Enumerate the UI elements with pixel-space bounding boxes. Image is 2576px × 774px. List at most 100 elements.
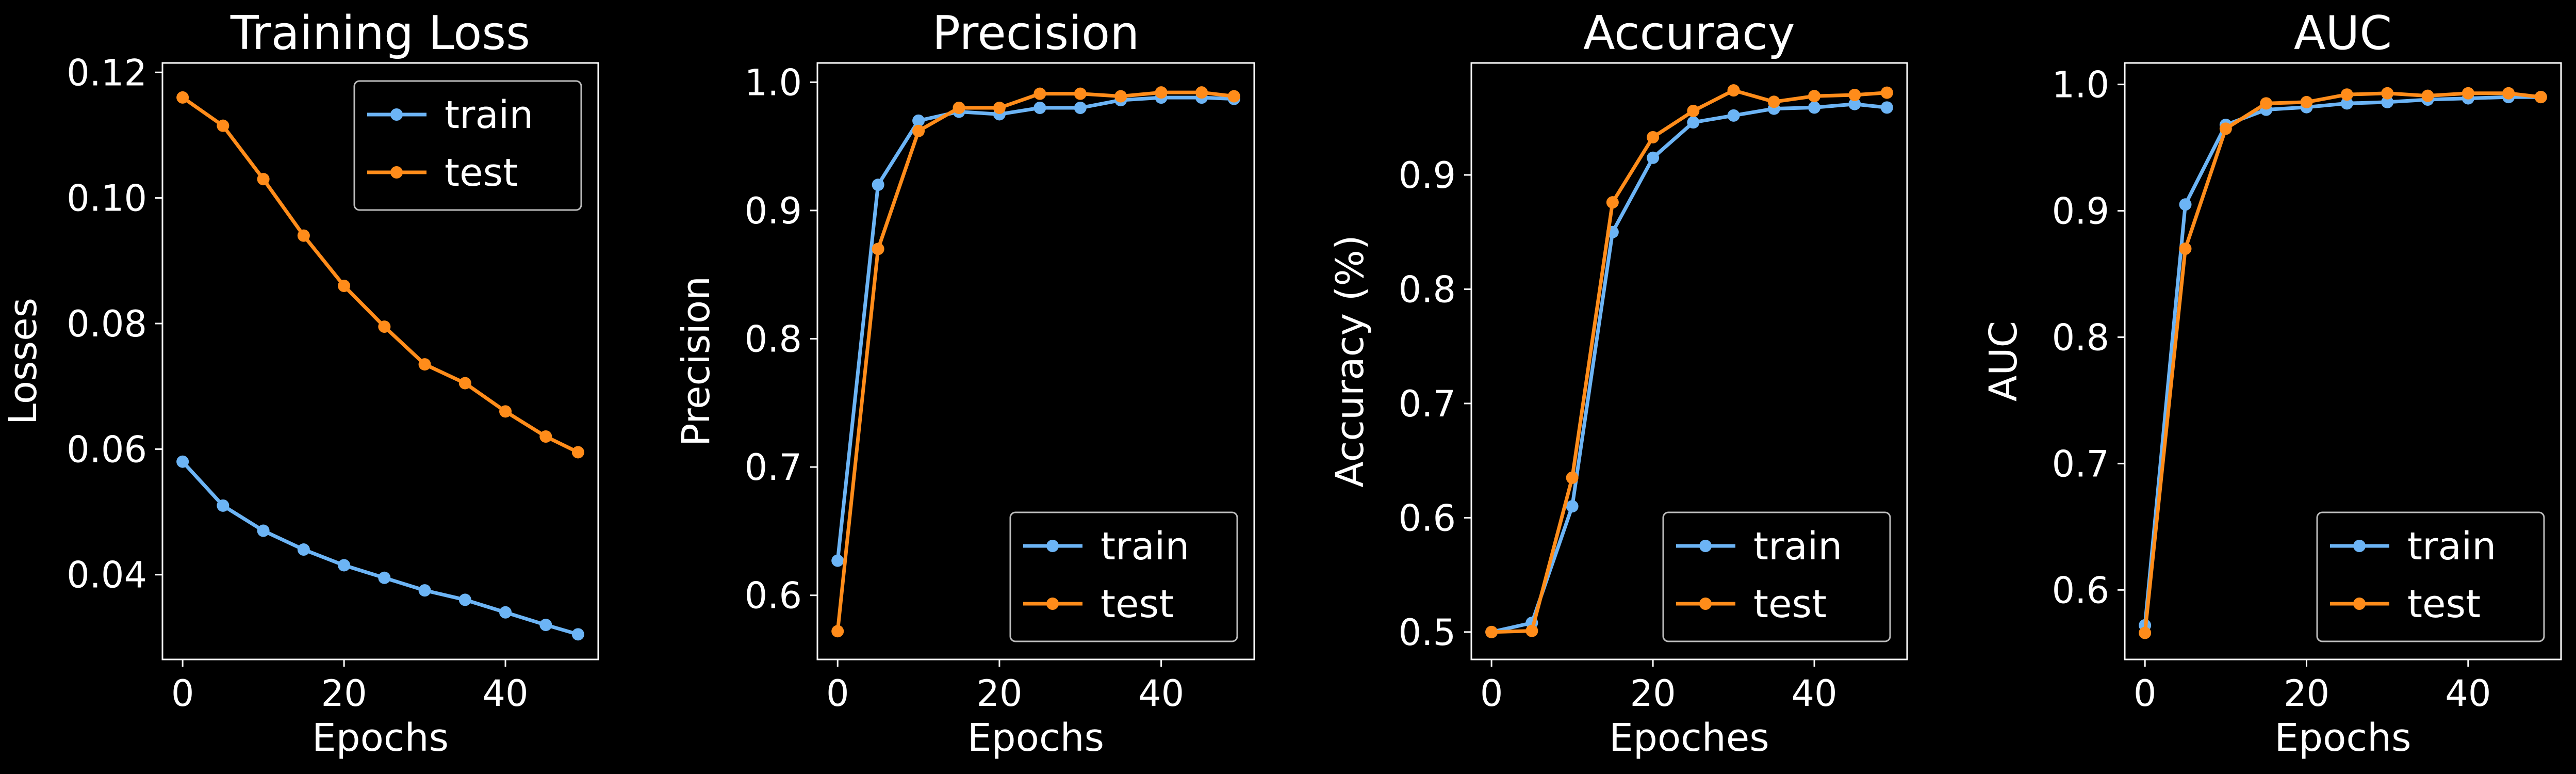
x-axis-label: Epochs [967, 716, 1104, 760]
legend-swatch-marker-test [1699, 598, 1712, 610]
legend-swatch-marker-test [1046, 598, 1059, 610]
data-point-test [1727, 84, 1740, 97]
data-point-train [2340, 97, 2353, 110]
x-tick-label: 0 [2134, 672, 2157, 715]
y-tick-label: 1.0 [2052, 64, 2109, 106]
data-point-test [1767, 95, 1780, 108]
y-tick-label: 0.6 [2052, 569, 2109, 611]
x-tick-label: 40 [483, 672, 529, 715]
legend-entry-test: test [1753, 582, 1827, 626]
data-point-train [539, 619, 552, 632]
data-point-test [1525, 624, 1538, 637]
legend-entry-train: train [1753, 524, 1842, 569]
legend-entry-train: train [445, 93, 533, 137]
data-point-test [2179, 243, 2192, 255]
x-tick-label: 20 [321, 672, 367, 715]
x-tick-label: 20 [1630, 672, 1676, 715]
series-test [176, 91, 584, 459]
legend-swatch-marker-train [390, 108, 403, 121]
x-tick-label: 40 [2445, 672, 2491, 715]
data-point-train [571, 628, 584, 641]
x-tick-label: 20 [976, 672, 1022, 715]
legend: train test [2316, 511, 2545, 642]
y-axis-label: Losses [1, 298, 45, 425]
plot-area-frame [2124, 62, 2562, 660]
x-tick-label: 40 [1138, 672, 1184, 715]
y-tick-label: 0.7 [745, 446, 802, 489]
legend-swatch-marker-test [2353, 598, 2366, 610]
data-point-test [1808, 90, 1821, 103]
y-tick-label: 0.06 [67, 428, 147, 471]
data-point-train [1687, 116, 1700, 129]
chart-panel-1: Training Loss 0 20 40 0.04 0.06 0.08 0.10 0.12 Ep… [1, 6, 599, 760]
data-point-test [539, 430, 552, 443]
x-tick-label: 0 [171, 672, 194, 715]
legend-entry-test: test [445, 151, 518, 195]
data-point-test [1155, 86, 1168, 99]
data-point-train [257, 524, 270, 537]
y-tick-label: 0.08 [67, 303, 147, 345]
data-point-train [1880, 101, 1893, 114]
y-tick-label: 0.6 [745, 575, 802, 617]
data-point-test [217, 119, 229, 132]
data-point-test [2381, 87, 2394, 100]
chart-panel-2: Precision 0 20 40 0.6 0.7 0.8 0.9 1.0 Epochs Preci… [674, 6, 1255, 760]
data-point-test [297, 229, 310, 242]
data-point-test [1566, 471, 1579, 484]
data-point-test [953, 102, 965, 115]
data-point-train [1566, 500, 1579, 513]
legend-entry-train: train [2407, 524, 2496, 569]
y-tick-label: 0.5 [1399, 611, 1456, 654]
y-tick-label: 0.9 [745, 190, 802, 232]
data-point-test [2421, 89, 2434, 102]
data-point-test [1195, 86, 1208, 99]
x-axis-label: Epoches [1609, 716, 1769, 760]
series-test [831, 86, 1240, 638]
chart-title: Training Loss [230, 6, 530, 60]
data-point-test [1606, 196, 1619, 209]
series-test [1485, 84, 1893, 638]
plot-area-frame [161, 62, 599, 660]
data-point-test [176, 91, 189, 104]
data-point-train [1033, 102, 1046, 115]
legend-entry-train: train [1101, 524, 1189, 569]
data-point-train [338, 559, 351, 572]
data-point-test [418, 358, 431, 371]
y-axis-label: AUC [1981, 321, 2026, 401]
data-point-test [1114, 90, 1127, 103]
data-point-train [912, 114, 925, 127]
x-tick-label: 40 [1792, 672, 1837, 715]
data-point-test [1687, 105, 1700, 118]
data-point-test [458, 377, 471, 390]
x-axis-label: Epochs [2274, 716, 2411, 760]
plot-area-frame [1470, 62, 1908, 660]
data-point-test [1848, 89, 1861, 102]
data-point-test [1485, 625, 1498, 638]
x-tick-label: 20 [2284, 672, 2329, 715]
y-tick-label: 1.0 [745, 61, 802, 104]
y-tick-label: 0.8 [2052, 316, 2109, 359]
chart-panel-4: AUC 0 20 40 0.6 0.7 0.8 0.9 1.0 Epochs AUC train tes… [1981, 6, 2562, 760]
data-point-train [831, 554, 844, 567]
y-tick-label: 0.9 [2052, 190, 2109, 233]
plot-area-frame [816, 62, 1255, 660]
series-train [1485, 98, 1893, 638]
legend-swatch-marker-test [390, 166, 403, 179]
data-point-train [1727, 109, 1740, 122]
data-point-train [1808, 101, 1821, 114]
data-point-train [217, 499, 229, 512]
data-point-test [2219, 122, 2232, 135]
chart-title: Accuracy [1583, 6, 1795, 60]
data-point-train [176, 455, 189, 468]
data-point-test [1227, 90, 1240, 103]
data-point-train [458, 593, 471, 606]
data-point-train [872, 179, 884, 191]
data-point-test [2340, 88, 2353, 101]
data-point-test [257, 173, 270, 186]
data-point-train [378, 571, 391, 584]
data-point-train [418, 584, 431, 597]
data-point-test [338, 279, 351, 292]
chart-title: AUC [2294, 6, 2392, 60]
chart-title: Precision [932, 6, 1140, 60]
